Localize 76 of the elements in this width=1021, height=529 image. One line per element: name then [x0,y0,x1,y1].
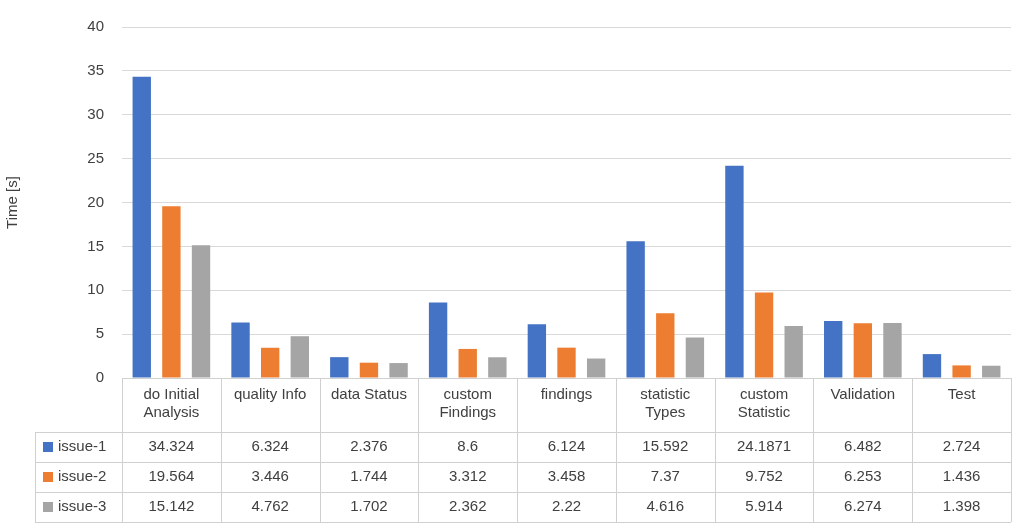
bar [132,76,151,378]
y-tick-label: 25 [87,148,104,166]
data-label: 6.124 [547,437,586,455]
bar [725,165,744,378]
x-tick-label: data Status [331,385,407,403]
bar [685,337,705,378]
data-label: 5.914 [745,497,783,515]
data-label: 8.6 [457,437,479,455]
x-tick-label: do Initial Analysis [143,385,200,421]
bar [260,347,280,378]
bar [626,241,645,378]
y-tick-label: 20 [87,192,104,210]
y-tick-label: 0 [95,368,104,386]
data-label: 3.312 [448,467,487,485]
data-label: 4.762 [251,497,289,515]
y-axis-title: Time [s] [3,176,21,229]
data-label: 6.253 [844,467,882,485]
data-label: 3.458 [547,467,586,485]
bar [784,326,803,378]
x-tick-label: Test [947,385,977,403]
bar [883,322,902,378]
bar [656,313,675,378]
data-label: 6.482 [844,437,882,455]
bar [488,357,507,378]
x-tick-label: statistic Types [640,385,691,421]
data-label: 1.398 [942,497,981,515]
x-tick-label: custom Findings [439,385,497,421]
y-tick-label: 30 [87,104,104,122]
legend-label: issue-2 [58,467,107,485]
data-label: 2.724 [942,437,981,455]
data-label: 1.744 [350,467,388,485]
bar [330,357,349,378]
legend-label: issue-1 [58,437,107,455]
data-label: 24.1871 [736,437,792,455]
y-tick-label: 5 [95,324,104,342]
data-label: 34.324 [148,437,195,455]
bar [290,336,309,378]
bar [458,348,477,378]
bar [754,292,774,378]
bar [231,322,250,378]
bar [952,365,971,378]
bar [853,323,873,378]
data-label: 9.752 [745,467,783,485]
data-label: 6.274 [844,497,882,515]
bar [162,206,181,378]
data-label: 2.22 [551,497,582,515]
x-tick-label: custom Statistic [737,385,791,421]
bar [428,302,448,378]
x-tick-label: Validation [830,385,896,403]
data-label: 1.436 [942,467,981,485]
bar [824,321,843,378]
data-label: 15.592 [642,437,689,455]
data-label: 2.362 [448,497,487,515]
bar [191,245,211,378]
bar [982,365,1001,378]
y-tick-label: 15 [87,236,104,254]
bar [557,347,576,378]
x-tick-label: findings [540,385,593,403]
x-tick-label: quality Info [233,385,307,403]
bar [527,324,547,378]
data-label: 7.37 [650,467,680,485]
bar [922,354,942,378]
bar [389,363,408,378]
data-label: 2.376 [350,437,388,455]
data-label: 3.446 [251,467,289,485]
data-label: 1.702 [350,497,388,515]
legend-label: issue-3 [58,497,107,515]
data-label: 19.564 [148,467,195,485]
data-label: 15.142 [148,497,195,515]
data-label: 4.616 [646,497,685,515]
bar [586,358,606,378]
data-label: 6.324 [251,437,289,455]
y-tick-label: 40 [87,17,104,35]
y-tick-label: 10 [87,280,104,298]
bar [359,362,379,378]
y-tick-label: 35 [87,61,104,79]
